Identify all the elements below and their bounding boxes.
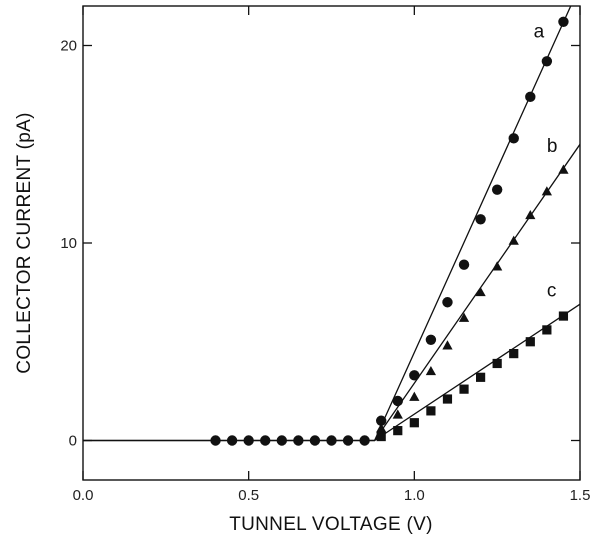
point-a [475,214,486,225]
point-a [326,435,337,446]
point-a [508,133,519,144]
plot-frame [82,5,581,481]
point-b [409,391,420,401]
point-a [458,259,470,270]
point-a [210,435,221,446]
point-a [558,16,569,27]
point-a [293,435,304,446]
point-a [260,435,271,446]
point-a [276,435,287,446]
tick-marks [82,6,581,480]
y-tick-label: 20 [60,38,77,55]
point-c [525,337,535,347]
point-c [542,325,552,335]
series-label-c: c [547,280,557,301]
point-a [525,91,536,103]
point-c [426,406,436,416]
point-a [409,370,420,381]
point-a [243,435,254,446]
series-label-a: a [534,22,545,43]
point-c [492,358,502,369]
point-b [558,164,569,174]
point-a [226,435,238,446]
point-c [558,311,569,321]
point-c [476,372,486,382]
point-a [541,56,553,67]
point-c [459,384,469,394]
point-c [409,418,419,428]
x-axis-label: TUNNEL VOLTAGE (V) [229,514,433,535]
y-axis-label: COLLECTOR CURRENT (pA) [14,112,35,373]
fit-lines [83,6,580,442]
x-tick-label: 0.5 [238,487,259,504]
point-c [509,349,519,359]
data-markers [210,16,569,446]
point-c [376,431,386,442]
x-tick-label: 1.5 [570,487,591,504]
point-b [458,312,470,322]
series-label-b: b [547,136,558,157]
point-c [393,426,403,436]
point-a [359,435,370,446]
point-a [392,395,403,407]
point-b [442,340,453,350]
point-b [425,365,437,376]
fit-line-a [83,6,572,442]
point-a [442,297,453,308]
fit-line-c [83,303,580,442]
x-tick-label: 1.0 [404,487,425,504]
point-a [491,184,503,195]
point-b [541,186,552,196]
point-a [309,435,321,446]
fit-line-b [83,143,580,442]
point-a [342,435,354,446]
point-b [492,261,503,271]
point-a [376,415,387,426]
point-b [475,286,486,297]
y-tick-label: 0 [69,433,77,450]
point-a [425,334,437,345]
series-labels: a b c [534,22,558,302]
point-b [392,409,403,419]
y-tick-label: 10 [60,235,77,252]
x-tick-label: 0.0 [73,487,94,504]
point-b [376,423,387,433]
point-b [525,209,536,220]
point-c [442,394,453,404]
tick-labels: 0.0 0.5 1.0 1.5 0 10 20 [60,38,590,505]
point-b [508,235,519,245]
